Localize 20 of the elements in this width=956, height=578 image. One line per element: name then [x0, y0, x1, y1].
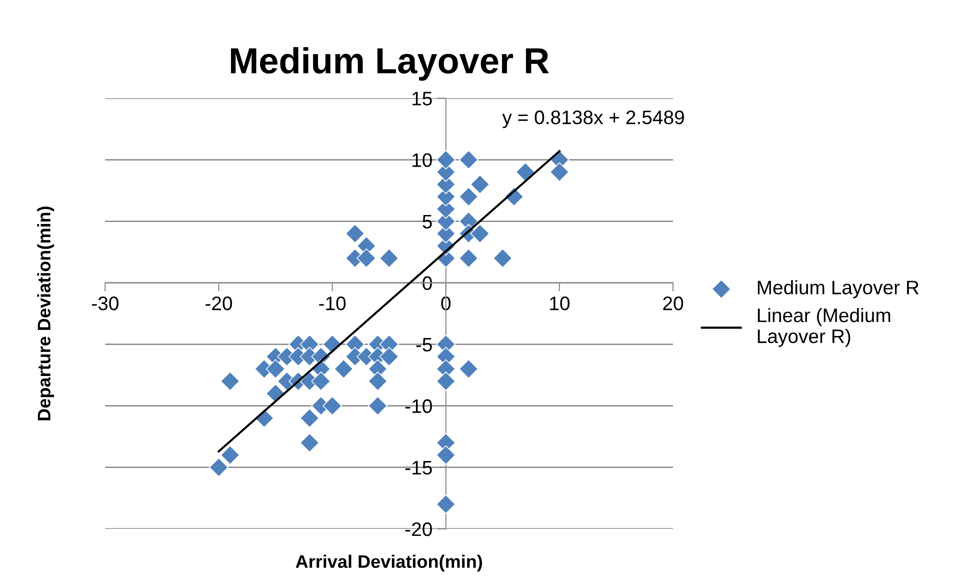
- x-tick-label: -20: [206, 296, 232, 310]
- x-axis-title: Arrival Deviation(min): [296, 554, 482, 572]
- legend-label: Medium Layover R: [758, 280, 919, 298]
- x-tick-label: 0: [441, 296, 451, 310]
- chart-title: Medium Layover R: [230, 47, 549, 81]
- y-axis-title: Departure Deviation(min): [37, 206, 54, 420]
- y-tick-label: 0: [422, 276, 432, 290]
- x-tick-label: -10: [319, 296, 346, 310]
- y-tick-label: -5: [416, 338, 432, 352]
- y-tick-label: -10: [405, 399, 432, 414]
- x-tick-label: 20: [663, 296, 684, 310]
- y-tick-label: 15: [412, 92, 432, 106]
- x-tick-label: 10: [550, 296, 570, 310]
- y-tick-label: 10: [412, 153, 432, 168]
- y-tick-label: 5: [422, 214, 432, 229]
- y-tick-label: -15: [405, 461, 432, 475]
- legend-label: Linear (Medium Layover R): [758, 308, 890, 348]
- x-tick-label: -30: [92, 296, 118, 310]
- annotation: y = 0.8138x + 2.5489: [502, 110, 684, 128]
- y-tick-label: -20: [405, 522, 432, 536]
